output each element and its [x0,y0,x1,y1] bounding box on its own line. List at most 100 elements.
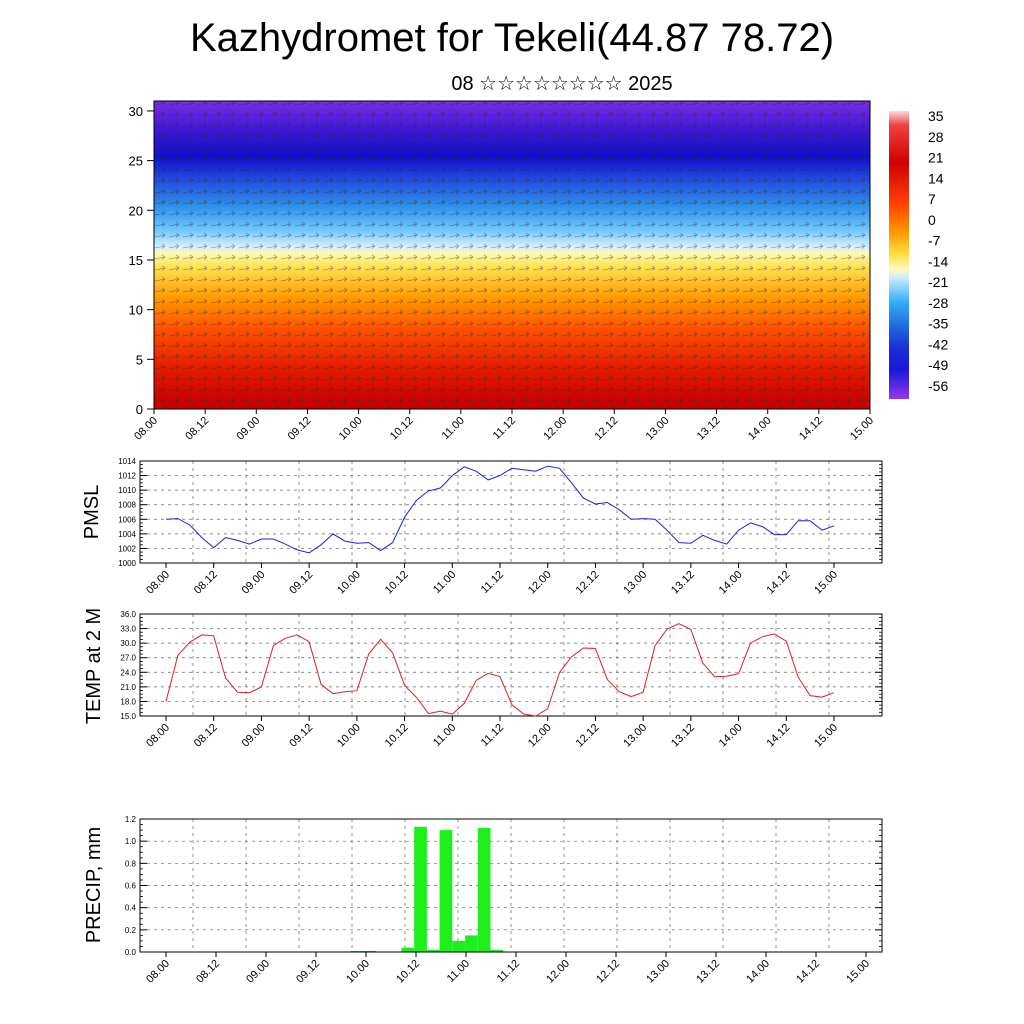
colorbar: 35 28 21 14 7 0 -7 -14 -21 -28 -35 -42 -49 -56 [889,108,948,399]
pmsl-x-tick-label: 12.00 [526,569,554,597]
colorbar-label: 35 [928,108,944,124]
cs-x-tick-label: 10.00 [337,415,365,443]
precip-x-tick-label: 12.00 [544,958,572,986]
colorbar-label: 7 [928,191,936,207]
precip-x-tick-label: 11.00 [445,958,472,985]
cs-x-tick-label: 10.12 [388,415,416,443]
colorbar-label: -7 [928,233,941,249]
temp-x-tick-label: 09.00 [240,722,268,750]
pmsl-series-line [165,465,835,554]
precip-y-tick-label: 0.6 [125,882,137,891]
colorbar-label: 14 [928,170,944,186]
temp-x-tick-label: 09.12 [287,722,315,750]
cs-y-tick-label: 10 [129,303,143,318]
temp-x-tick-label: 15.00 [812,722,840,750]
pmsl-y-tick-label: 1006 [118,515,136,524]
pmsl-x-tick-label: 08.00 [144,569,172,597]
colorbar-label: 28 [928,129,944,145]
temp-ylabel: TEMP at 2 M [83,608,105,724]
temp-x-tick-label: 11.00 [431,722,458,749]
pmsl-y-tick-label: 1014 [118,457,136,466]
precip-bar [465,935,478,952]
precip-bar [414,826,427,952]
cs-y-tick-label: 15 [129,253,143,268]
colorbar-label: -49 [928,357,948,373]
temp-x-tick-label: 13.12 [669,722,697,750]
precip-x-tick-label: 13.12 [694,958,722,986]
cs-y-tick-label: 25 [129,154,143,169]
precip-ylabel: PRECIP, mm [83,827,105,943]
precip-bar [426,949,440,952]
precip-bar [490,949,504,952]
pmsl-x-tick-label: 10.12 [383,569,411,597]
cross-section-y-axis: 0 5 10 15 20 25 30 [129,104,154,417]
precip-y-tick-label: 1.2 [125,815,137,824]
pmsl-x-tick-label: 15.00 [812,569,840,597]
pmsl-ylabel: PMSL [81,485,103,539]
precip-x-tick-label: 08.12 [194,958,222,986]
pmsl-x-tick-label: 10.00 [335,569,363,597]
precip-y-tick-label: 0.2 [125,926,137,935]
cross-section-panel: 0 5 10 15 20 25 30 08.00 08.12 09.00 09.12 10.00 10… [129,100,876,443]
chart-subtitle: 08 ☆☆☆☆☆☆☆☆ 2025 [451,73,673,95]
colorbar-gradient [889,111,909,399]
colorbar-label: -35 [928,316,948,332]
precip-y-tick-label: 0.4 [125,904,137,913]
precip-x-tick-label: 12.12 [594,958,622,986]
temp-x-tick-label: 11.12 [479,722,506,749]
cs-y-tick-label: 30 [129,104,143,119]
cs-x-tick-label: 14.00 [746,415,774,443]
pmsl-y-tick-label: 1010 [118,486,136,495]
precip-x-tick-label: 09.12 [294,958,322,986]
precip-x-tick-label: 08.00 [144,958,172,986]
precip-grid [140,819,882,952]
pmsl-x-tick-label: 11.12 [479,569,506,596]
chart-title: Kazhydromet for Tekeli(44.87 78.72) [189,16,835,60]
pmsl-y-tick-label: 1012 [118,472,136,481]
temp-series-line [165,623,835,717]
temp-y-tick-label: 21.0 [120,683,136,692]
precip-x-tick-label: 10.00 [344,958,372,986]
temp-y-tick-label: 24.0 [120,668,136,677]
precip-bar [477,827,491,952]
cs-x-tick-label: 13.12 [695,415,723,443]
cs-x-tick-label: 11.00 [440,415,467,442]
temp-x-tick-label: 10.12 [383,722,411,750]
precip-y-tick-label: 0.8 [125,859,137,868]
pmsl-x-tick-label: 09.12 [287,569,315,597]
pmsl-y-tick-label: 1002 [118,544,136,553]
cs-x-tick-label: 13.00 [644,415,672,443]
cs-x-tick-label: 09.00 [234,415,262,443]
temp-panel: 15.0 18.0 21.0 24.0 27.0 30.0 33.0 36.0 08.00 08.… [83,608,883,750]
pmsl-x-tick-label: 14.00 [717,569,745,597]
temp-x-tick-label: 12.00 [526,722,554,750]
precip-bar [363,950,376,952]
precip-x-tick-label: 10.12 [394,958,422,986]
pmsl-x-tick-label: 14.12 [764,569,792,597]
precip-bar [350,950,364,952]
precip-x-tick-label: 13.00 [644,958,672,986]
pmsl-y-tick-label: 1008 [118,501,136,510]
cs-y-tick-label: 0 [136,402,143,417]
pmsl-panel: 1000 1002 1004 1006 1008 1010 1012 1014 08.00 08.… [81,457,883,597]
colorbar-label: -21 [928,274,948,290]
pmsl-x-tick-label: 13.12 [669,569,697,597]
temp-x-tick-label: 13.00 [621,722,649,750]
temp-y-tick-label: 27.0 [120,654,136,663]
cs-x-tick-label: 08.12 [183,415,211,443]
pmsl-x-tick-label: 09.00 [240,569,268,597]
colorbar-label: -42 [928,336,948,352]
pmsl-x-tick-label: 11.00 [431,569,458,596]
temp-x-tick-label: 08.00 [144,722,172,750]
cs-x-tick-label: 08.00 [132,415,160,443]
cs-x-tick-label: 12.00 [541,415,569,443]
temp-x-tick-label: 14.12 [764,722,792,750]
pmsl-axes: 1000 1002 1004 1006 1008 1010 1012 1014 08.00 08.… [118,457,882,597]
colorbar-label: 0 [928,212,936,228]
precip-y-tick-label: 1.0 [125,837,137,846]
cs-x-tick-label: 11.12 [491,415,518,442]
cs-x-tick-label: 12.12 [592,415,620,443]
temp-x-tick-label: 14.00 [717,722,745,750]
temp-y-tick-label: 18.0 [120,697,136,706]
